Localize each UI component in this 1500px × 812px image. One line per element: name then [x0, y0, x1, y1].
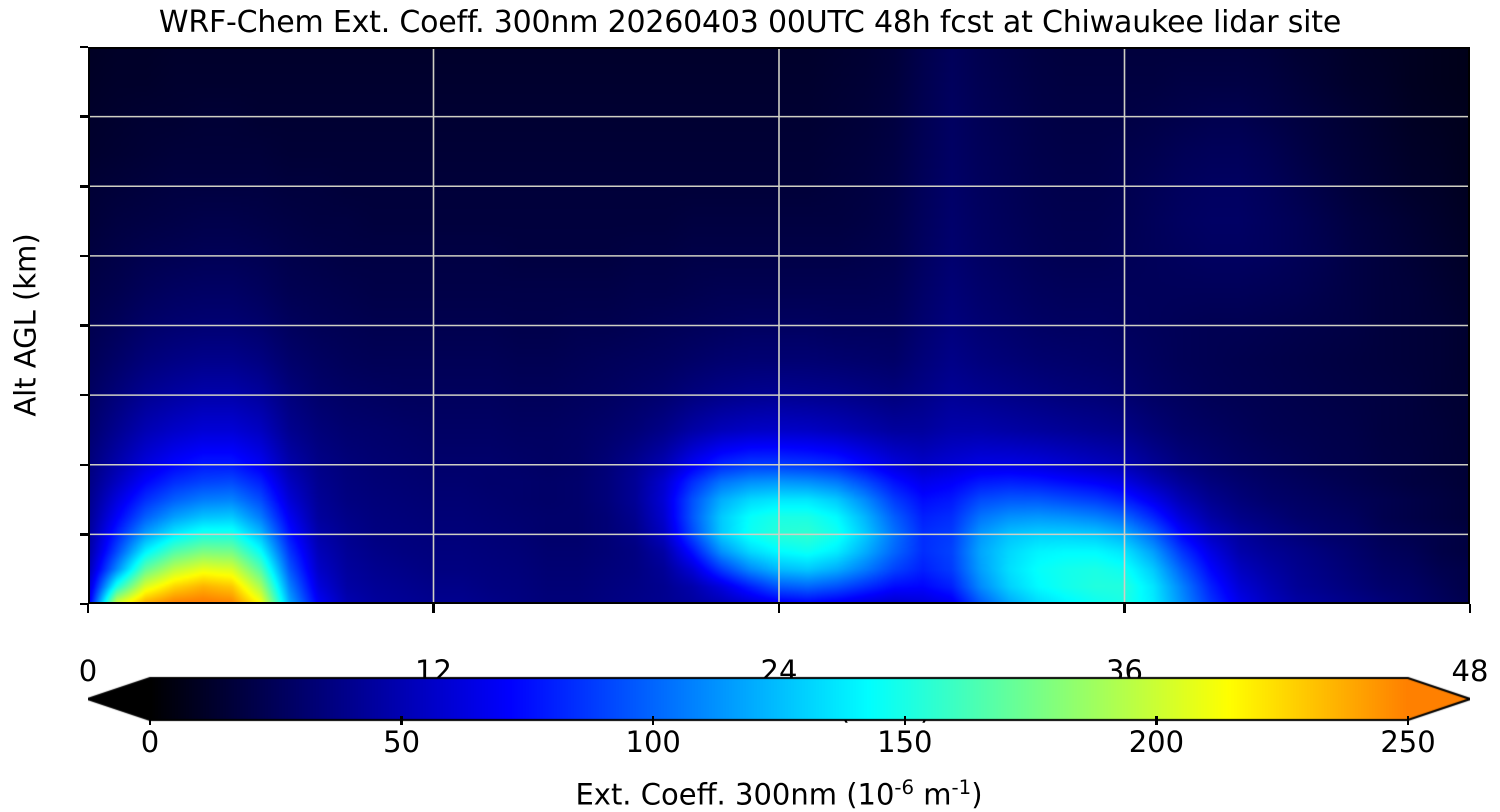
- colorbar: 0 50 100 150 200 250 Ext. Coeff. 300nm (10-6 …: [88, 676, 1470, 811]
- colorbar-tick-label: 200: [1128, 725, 1185, 759]
- x-tick-mark: [1468, 604, 1472, 613]
- y-axis-label: Alt AGL (km): [8, 233, 43, 417]
- x-tick-mark: [777, 604, 781, 613]
- y-tick-mark: [80, 115, 88, 118]
- y-tick-mark: [80, 185, 88, 188]
- y-tick-mark: [80, 463, 88, 466]
- y-tick-mark: [80, 533, 88, 536]
- colorbar-tick-mark: [1406, 716, 1410, 725]
- x-tick-mark: [1123, 604, 1126, 613]
- colorbar-tick-label: 250: [1380, 725, 1436, 759]
- chart-title: WRF-Chem Ext. Coeff. 300nm 20260403 00UT…: [158, 5, 1342, 40]
- colorbar-tick-label: 0: [140, 725, 160, 759]
- colorbar-label-mid: m: [914, 777, 952, 812]
- colorbar-label-end: ): [971, 777, 983, 812]
- x-tick-mark: [86, 604, 90, 613]
- y-tick-mark: [80, 602, 88, 606]
- colorbar-gradient: [88, 676, 1470, 722]
- y-tick-mark: [80, 393, 88, 397]
- colorbar-exponent-1: -6: [894, 776, 915, 799]
- colorbar-label: Ext. Coeff. 300nm (10-6 m-1): [88, 772, 1470, 811]
- colorbar-tick-label: 100: [625, 725, 681, 759]
- y-tick-mark: [80, 254, 88, 258]
- colorbar-label-main: Ext. Coeff. 300nm (10: [575, 777, 895, 812]
- colorbar-tick-mark: [148, 716, 152, 725]
- colorbar-tick-label: 150: [877, 725, 933, 759]
- y-tick-mark: [80, 45, 88, 49]
- x-tick-mark: [432, 604, 435, 613]
- colorbar-tick-mark: [651, 716, 655, 725]
- colorbar-tick-mark: [903, 716, 907, 725]
- extinction-coefficient-heatmap: [88, 47, 1470, 604]
- colorbar-tick-mark: [1155, 716, 1158, 725]
- colorbar-tick-mark: [400, 716, 403, 725]
- colorbar-tick-label: 50: [383, 725, 421, 759]
- y-tick-mark: [80, 324, 88, 327]
- colorbar-exponent-2: -1: [951, 776, 972, 799]
